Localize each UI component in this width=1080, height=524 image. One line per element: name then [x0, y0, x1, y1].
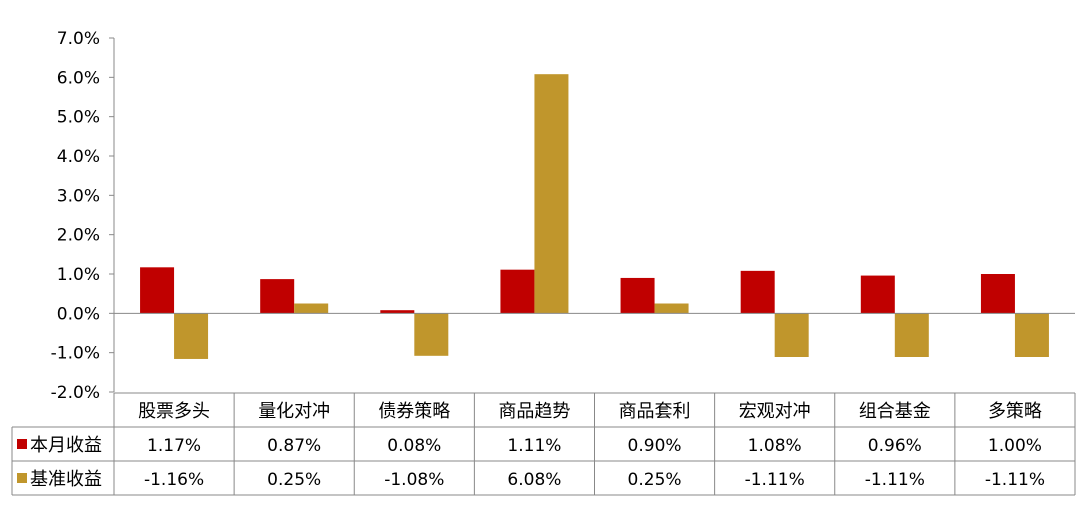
bar-benchmark-return	[294, 303, 329, 314]
category-label: 商品趋势	[498, 401, 570, 422]
data-label: 0.87%	[267, 436, 321, 456]
bar-monthly-return	[860, 275, 895, 314]
bar-benchmark-return	[654, 303, 689, 314]
legend-label: 本月收益	[30, 435, 102, 456]
y-tick-label: 4.0%	[57, 147, 100, 167]
data-label: -1.08%	[384, 470, 444, 490]
data-label: 0.90%	[628, 436, 682, 456]
data-label: -1.11%	[865, 470, 925, 490]
data-label: 1.17%	[147, 436, 201, 456]
bar-monthly-return	[500, 269, 535, 314]
category-label: 商品套利	[619, 401, 691, 422]
data-label: -1.11%	[985, 470, 1045, 490]
data-label: -1.11%	[745, 470, 805, 490]
bar-monthly-return	[980, 274, 1015, 314]
bar-benchmark-return	[534, 74, 569, 314]
data-label: 1.08%	[748, 436, 802, 456]
bar-monthly-return	[740, 270, 775, 314]
category-label: 量化对冲	[258, 401, 330, 422]
bar-monthly-return	[140, 267, 175, 314]
bar-monthly-return	[260, 279, 295, 314]
data-label: 0.25%	[267, 470, 321, 490]
data-label: 0.08%	[387, 436, 441, 456]
y-tick-label: 2.0%	[57, 226, 100, 246]
y-tick-label: 0.0%	[57, 304, 100, 324]
data-label: 0.96%	[868, 436, 922, 456]
data-label: 0.25%	[628, 470, 682, 490]
bar-monthly-return	[380, 310, 415, 314]
y-tick-label: 7.0%	[57, 29, 100, 49]
y-tick-label: -2.0%	[51, 383, 100, 403]
y-tick-label: 3.0%	[57, 186, 100, 206]
bar-benchmark-return	[1014, 313, 1049, 357]
category-label: 多策略	[988, 401, 1042, 422]
y-tick-label: -1.0%	[51, 344, 100, 364]
category-label: 股票多头	[138, 401, 210, 422]
data-label: 6.08%	[507, 470, 561, 490]
data-label: 1.11%	[507, 436, 561, 456]
bar-benchmark-return	[174, 313, 209, 359]
bar-monthly-return	[620, 277, 655, 314]
y-tick-label: 6.0%	[57, 68, 100, 88]
category-label: 组合基金	[859, 401, 931, 422]
legend-swatch	[17, 439, 27, 449]
bar-benchmark-return	[414, 313, 449, 356]
data-label: 1.00%	[988, 436, 1042, 456]
legend-swatch	[17, 473, 27, 483]
bar-benchmark-return	[894, 313, 929, 357]
legend-label: 基准收益	[30, 469, 102, 490]
category-label: 宏观对冲	[739, 401, 811, 422]
bar-benchmark-return	[774, 313, 809, 357]
category-label: 债券策略	[378, 401, 450, 422]
y-tick-label: 1.0%	[57, 265, 100, 285]
y-tick-label: 5.0%	[57, 108, 100, 128]
data-label: -1.16%	[144, 470, 204, 490]
